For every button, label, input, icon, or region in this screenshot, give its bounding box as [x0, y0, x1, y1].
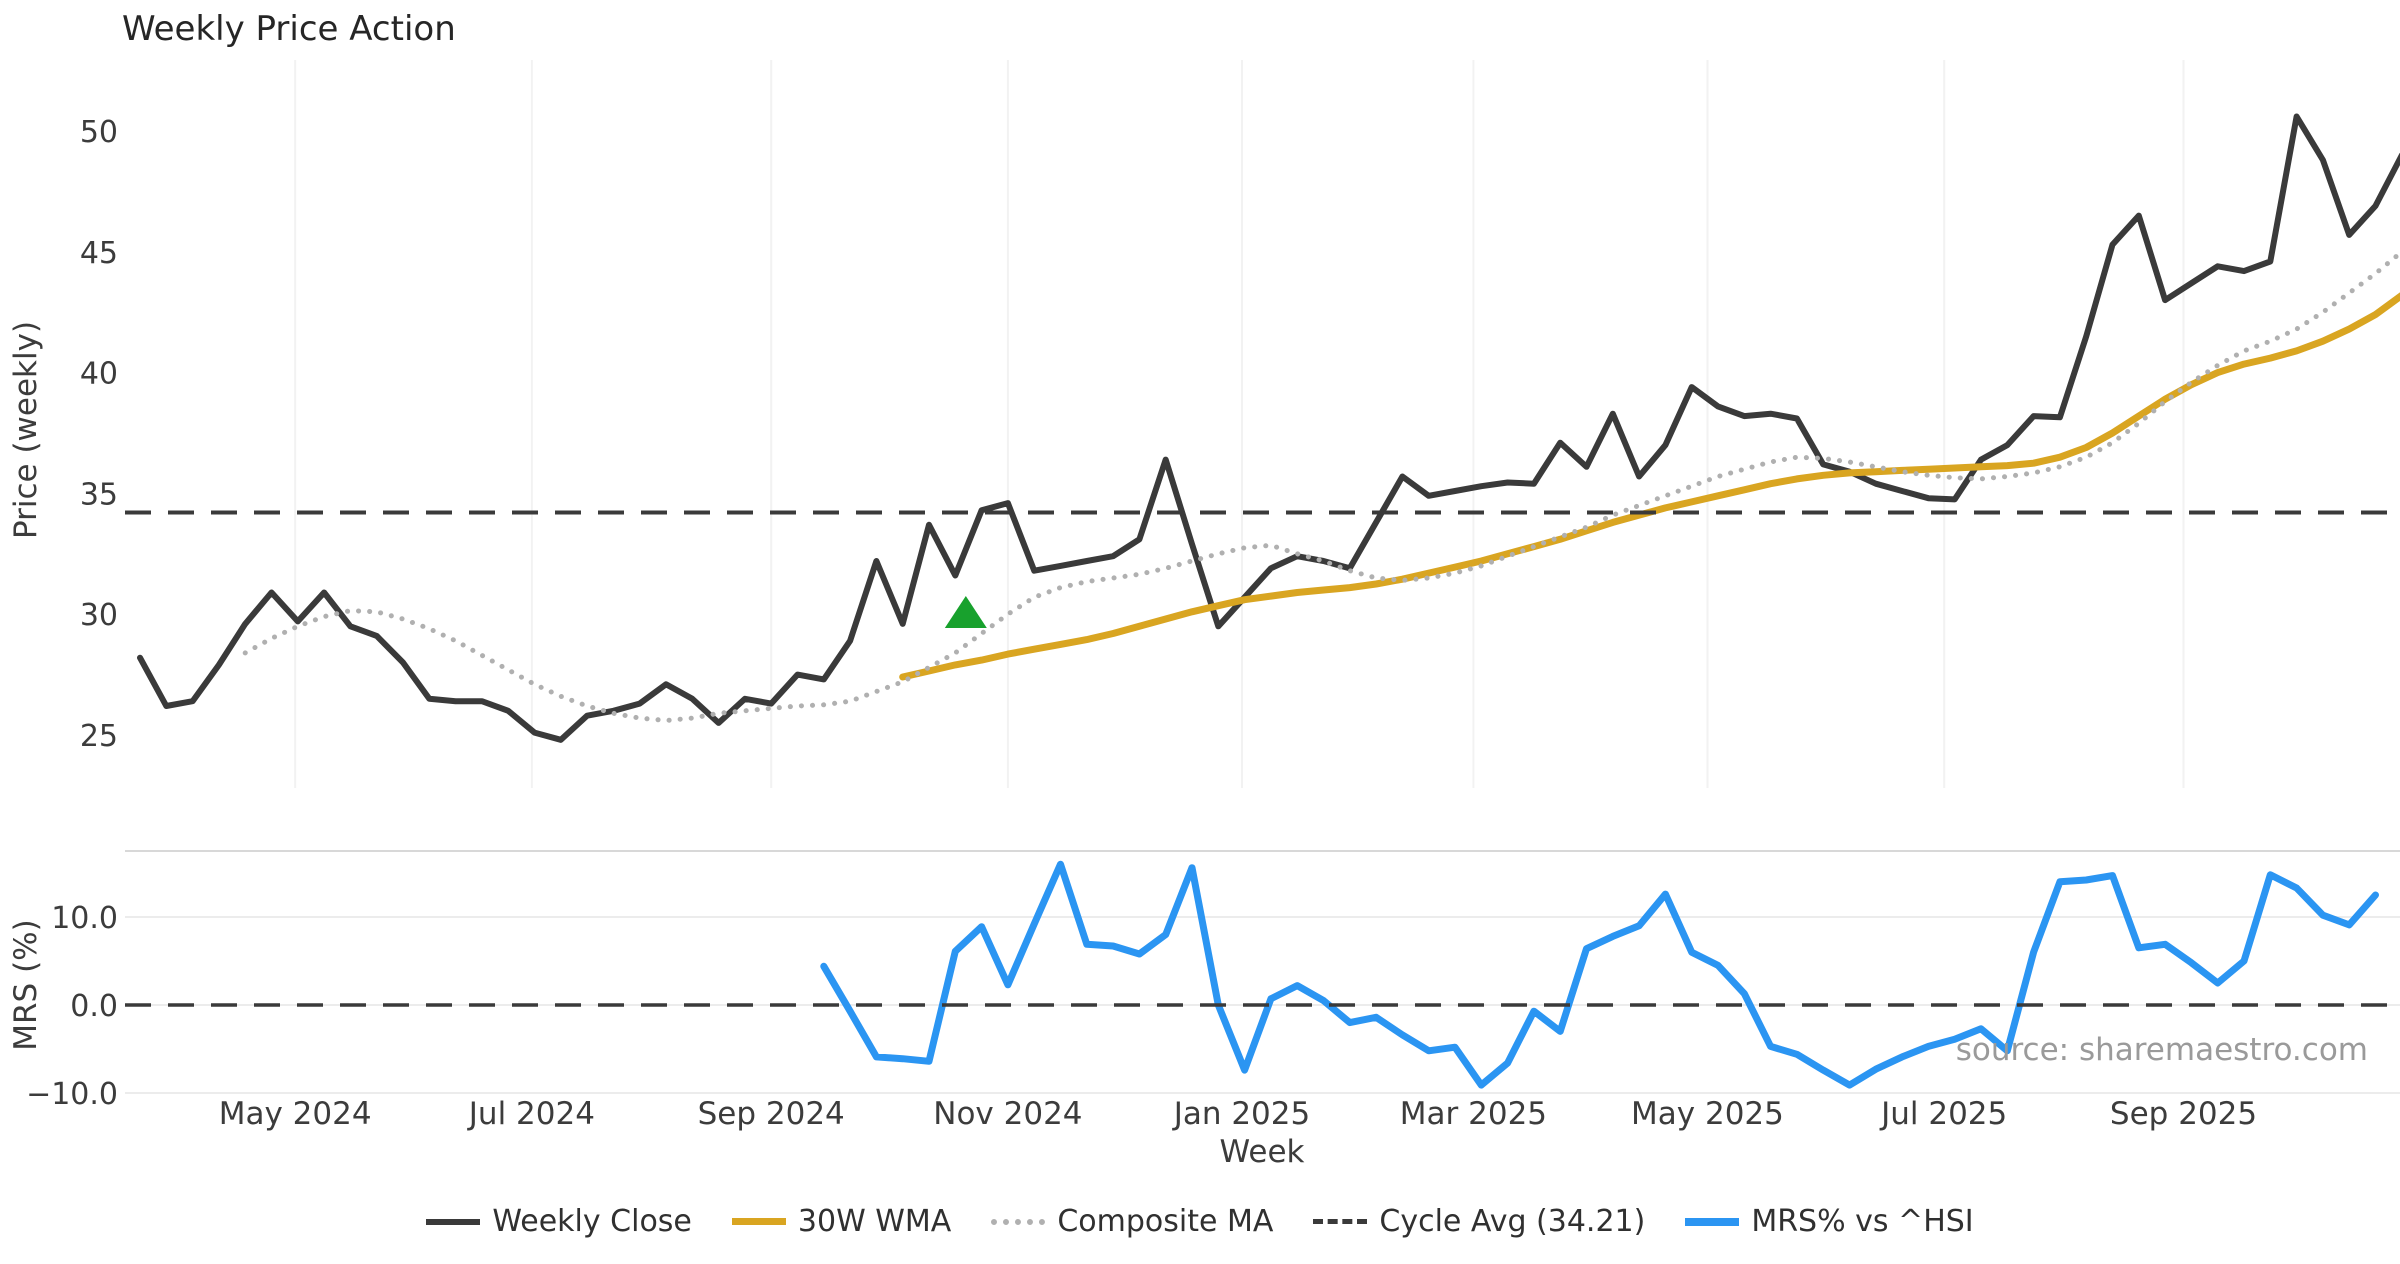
- legend-label: MRS% vs ^HSI: [1751, 1204, 1974, 1239]
- legend-swatch-solid-gold: [731, 1218, 786, 1225]
- legend-label: 30W WMA: [797, 1204, 952, 1239]
- series-weekly-close: [137, 113, 2400, 743]
- mrs-tick-label: 10.0: [51, 901, 118, 936]
- green-up-triangle-marker: [944, 595, 987, 628]
- month-tick-label: May 2025: [1631, 1096, 1784, 1132]
- mrs-axis-label: MRS (%): [8, 919, 44, 1050]
- legend-swatch-dotted-gray: [991, 1218, 1046, 1225]
- mrs-tick-label: 0.0: [70, 989, 118, 1024]
- legend-item-mrs-vs-hsi: MRS% vs ^HSI: [1685, 1204, 1974, 1239]
- legend-item-weekly-close: Weekly Close: [426, 1204, 692, 1239]
- month-tick-label: Sep 2024: [698, 1096, 845, 1132]
- source-watermark: source: sharemaestro.com: [1956, 1032, 2368, 1068]
- legend-label: Composite MA: [1057, 1204, 1274, 1239]
- legend-item-30w-wma: 30W WMA: [731, 1204, 952, 1239]
- legend-swatch-solid-dark: [426, 1218, 481, 1225]
- legend-swatch-dashed-dark: [1313, 1219, 1368, 1224]
- gridlines: [125, 60, 2400, 1094]
- legend-item-cycle-avg-34-21-: Cycle Avg (34.21): [1313, 1204, 1645, 1239]
- month-tick-label: Mar 2025: [1400, 1096, 1547, 1132]
- chart-title: Weekly Price Action: [122, 9, 456, 49]
- price-axis-label: Price (weekly): [8, 321, 44, 539]
- series-mrs-vs-hsi: [820, 860, 2379, 1089]
- price-tick-label: 50: [80, 115, 118, 150]
- month-tick-label: Jul 2025: [1879, 1096, 2007, 1132]
- legend-item-composite-ma: Composite MA: [991, 1204, 1273, 1239]
- chart-legend: Weekly Close 30W WMA Composite MA Cycle Avg…: [0, 1204, 2400, 1239]
- month-tick-label: Jan 2025: [1172, 1096, 1311, 1132]
- mrs-tick-label: −10.0: [26, 1077, 118, 1112]
- month-tick-label: Nov 2024: [933, 1096, 1082, 1132]
- data-series-lines: [125, 113, 2400, 1089]
- series-composite-ma: [242, 250, 2400, 723]
- price-tick-label: 25: [80, 719, 118, 754]
- series-30w-wma: [899, 292, 2400, 681]
- legend-label: Cycle Avg (34.21): [1379, 1204, 1646, 1239]
- price-tick-label: 45: [80, 236, 118, 271]
- price-tick-label: 30: [80, 598, 118, 633]
- legend-swatch-solid-blue: [1685, 1217, 1740, 1226]
- month-tick-label: Sep 2025: [2110, 1096, 2257, 1132]
- week-axis-label: Week: [1220, 1134, 1305, 1170]
- axis-text: 25 30 35 40 45 50 −10.0 0.0 10.0 May 2024 Jul 2024…: [26, 115, 2257, 1132]
- month-tick-label: May 2024: [219, 1096, 372, 1132]
- price-tick-label: 40: [80, 357, 118, 392]
- legend-label: Weekly Close: [492, 1204, 692, 1239]
- month-tick-label: Jul 2024: [467, 1096, 595, 1132]
- price-tick-label: 35: [80, 477, 118, 512]
